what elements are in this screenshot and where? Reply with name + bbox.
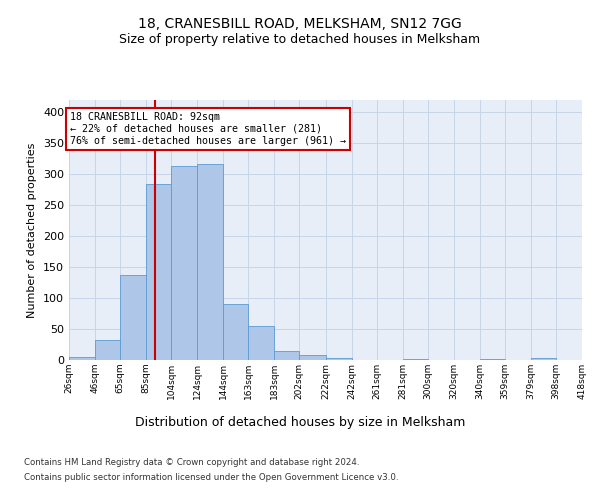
Text: Contains HM Land Registry data © Crown copyright and database right 2024.: Contains HM Land Registry data © Crown c… — [24, 458, 359, 467]
Bar — [299, 355, 325, 360]
Text: 18 CRANESBILL ROAD: 92sqm
← 22% of detached houses are smaller (281)
76% of semi: 18 CRANESBILL ROAD: 92sqm ← 22% of detac… — [70, 112, 346, 146]
Bar — [95, 340, 120, 360]
Bar — [223, 304, 248, 360]
Bar — [146, 184, 171, 360]
Text: Size of property relative to detached houses in Melksham: Size of property relative to detached ho… — [119, 32, 481, 46]
Bar — [171, 166, 197, 360]
Bar — [274, 350, 299, 360]
Bar — [69, 357, 95, 360]
Bar — [120, 274, 146, 360]
Text: Distribution of detached houses by size in Melksham: Distribution of detached houses by size … — [135, 416, 465, 429]
Bar — [531, 358, 556, 360]
Bar — [248, 326, 274, 360]
Bar — [197, 164, 223, 360]
Text: 18, CRANESBILL ROAD, MELKSHAM, SN12 7GG: 18, CRANESBILL ROAD, MELKSHAM, SN12 7GG — [138, 18, 462, 32]
Text: Contains public sector information licensed under the Open Government Licence v3: Contains public sector information licen… — [24, 473, 398, 482]
Bar — [325, 358, 352, 360]
Y-axis label: Number of detached properties: Number of detached properties — [28, 142, 37, 318]
